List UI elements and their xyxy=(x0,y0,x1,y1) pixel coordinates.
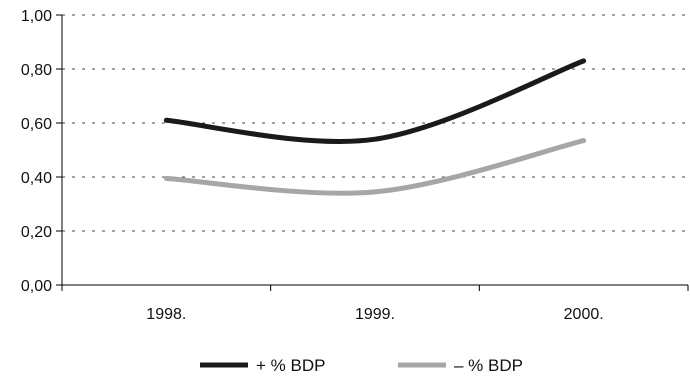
series-layer xyxy=(163,58,587,196)
series-line-2 xyxy=(163,138,587,196)
grid-layer xyxy=(62,14,688,232)
x-tick-label: 2000. xyxy=(564,306,604,323)
axis-layer: 0,00 0,20 0,40 0,60 0,80 1,00 1998. 1999. 2000. xyxy=(21,8,689,323)
y-tick-label: 0,60 xyxy=(21,116,52,133)
x-tick-label: 1999. xyxy=(355,306,395,323)
legend: + % BDP – % BDP xyxy=(200,356,523,375)
x-tick-label: 1998. xyxy=(146,306,186,323)
y-tick-label: 0,20 xyxy=(21,224,52,241)
y-tick-label: 0,80 xyxy=(21,62,52,79)
legend-label-1: + % BDP xyxy=(256,356,325,375)
y-tick-label: 0,00 xyxy=(21,278,52,295)
y-tick-label: 0,40 xyxy=(21,170,52,187)
y-tick-label: 1,00 xyxy=(21,8,52,25)
series-line-1 xyxy=(163,58,587,144)
legend-label-2: – % BDP xyxy=(454,356,523,375)
